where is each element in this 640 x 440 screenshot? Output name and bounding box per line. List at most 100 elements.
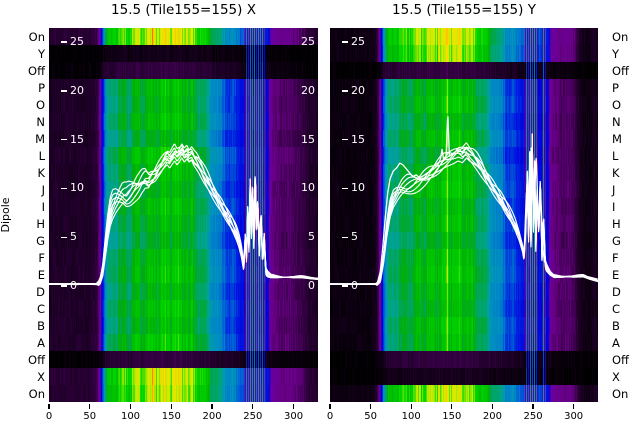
dipole-label-right: K xyxy=(612,165,620,180)
dipole-label-left: N xyxy=(36,114,45,129)
dipole-label-left: On xyxy=(28,29,45,44)
dipole-label-left: C xyxy=(36,301,45,316)
ytick-dash-left xyxy=(342,41,348,43)
xtick-label: 0 xyxy=(45,411,53,422)
dipole-label-left: E xyxy=(37,267,45,282)
xtick-label: 300 xyxy=(564,411,584,422)
xtick-label: 100 xyxy=(120,411,141,422)
xtick-label: 250 xyxy=(243,411,263,422)
dipole-label-right: O xyxy=(612,97,622,112)
dipole-label-left: D xyxy=(36,284,45,299)
dipole-label-left: F xyxy=(38,250,45,265)
dipole-label-right: P xyxy=(612,80,619,95)
ytick-label-left: 15 xyxy=(70,132,84,146)
ytick-dash-left xyxy=(342,138,348,141)
spectrogram-canvas-x xyxy=(49,28,318,402)
dipole-label-right: I xyxy=(612,199,616,214)
dipole-label-right: X xyxy=(612,369,620,384)
ytick-label-right: 15 xyxy=(301,132,315,146)
dipole-label-left: P xyxy=(38,80,45,95)
ytick-label-left: 20 xyxy=(70,83,84,97)
dipole-label-left: On xyxy=(28,386,45,401)
dipole-label-left: H xyxy=(36,216,45,231)
ytick-dash-left xyxy=(342,90,348,92)
xtick-mark xyxy=(252,404,254,409)
xtick-mark xyxy=(129,404,132,409)
ytick-label-left: 25 xyxy=(351,35,365,49)
ytick-dash-left xyxy=(342,236,348,238)
xtick-mark xyxy=(410,404,412,409)
dipole-label-left: G xyxy=(36,233,45,248)
xtick-mark xyxy=(370,404,372,409)
ytick-label-left: 25 xyxy=(70,35,84,49)
xtick-mark xyxy=(292,404,295,409)
xtick-label: 200 xyxy=(202,411,222,422)
ytick-label-left: 15 xyxy=(351,132,365,146)
dipole-label-right: F xyxy=(612,250,619,265)
dipole-label-left: O xyxy=(35,97,45,112)
xtick-label: 300 xyxy=(283,411,304,422)
dipole-label-right: On xyxy=(612,386,629,401)
dipole-label-left: L xyxy=(38,148,45,163)
xtick-mark xyxy=(532,404,534,409)
xtick-label: 0 xyxy=(326,411,334,422)
ytick-dash-left xyxy=(342,187,348,190)
dipole-label-left: Y xyxy=(37,46,45,61)
dipole-label-right: Off xyxy=(612,63,629,78)
panel-title-x: 15.5 (Tile155=155) X xyxy=(111,2,256,18)
xtick-mark xyxy=(573,404,575,409)
dipole-label-right: N xyxy=(612,114,621,129)
dipole-label-right: M xyxy=(612,131,622,146)
dipole-label-left: Off xyxy=(28,63,45,78)
dipole-label-right: C xyxy=(612,301,621,316)
xtick-mark xyxy=(48,404,50,409)
xtick-label: 150 xyxy=(161,411,181,422)
xtick-mark xyxy=(211,404,213,409)
ytick-label-left: 5 xyxy=(351,230,358,244)
xtick-label: 50 xyxy=(83,411,97,422)
xtick-label: 50 xyxy=(364,411,377,422)
ytick-dash-left xyxy=(342,285,348,287)
spectrogram-canvas-y xyxy=(330,28,598,402)
xtick-label: 100 xyxy=(401,411,421,422)
xtick-label: 150 xyxy=(442,411,462,422)
ytick-label-left: 0 xyxy=(351,279,358,292)
xtick-mark xyxy=(329,404,331,409)
ytick-label-right: 25 xyxy=(301,35,315,49)
dipole-label-right: G xyxy=(612,233,621,248)
ytick-label-left: 5 xyxy=(70,230,77,244)
ytick-label-left: 10 xyxy=(351,181,365,195)
dipole-label-left: B xyxy=(37,318,45,333)
panel-title-y: 15.5 (Tile155=155) Y xyxy=(392,2,536,18)
dipole-label-left: A xyxy=(37,335,45,350)
ytick-dash-left xyxy=(61,187,67,190)
dipole-label-right: Off xyxy=(612,352,629,367)
dipole-label-left: M xyxy=(35,131,45,146)
ytick-label-right: 5 xyxy=(308,230,315,244)
dipole-label-left: I xyxy=(41,199,45,214)
ytick-dash-left xyxy=(61,236,67,238)
ytick-label-right: 20 xyxy=(301,83,315,97)
dipole-label-left: K xyxy=(37,165,45,180)
xtick-mark xyxy=(89,404,91,409)
ytick-dash-left xyxy=(61,285,67,287)
ytick-label-left: 20 xyxy=(351,83,365,97)
xtick-mark xyxy=(451,404,453,409)
dipole-label-right: J xyxy=(612,182,616,197)
xtick-label: 200 xyxy=(482,411,502,422)
ytick-dash-left xyxy=(61,41,67,43)
dipole-label-left: J xyxy=(41,182,45,197)
dipole-label-left: Off xyxy=(28,352,45,367)
xtick-mark xyxy=(491,404,493,409)
ytick-label-right: 0 xyxy=(308,279,315,292)
dipole-label-right: H xyxy=(612,216,621,231)
xtick-label: 250 xyxy=(523,411,543,422)
dipole-label-left: X xyxy=(37,369,45,384)
ytick-dash-left xyxy=(61,138,67,141)
dipole-label-right: E xyxy=(612,267,620,282)
ytick-label-right: 10 xyxy=(301,181,315,195)
ytick-dash-left xyxy=(61,90,67,92)
ytick-label-left: 0 xyxy=(70,279,77,292)
dipole-label-right: On xyxy=(612,29,629,44)
